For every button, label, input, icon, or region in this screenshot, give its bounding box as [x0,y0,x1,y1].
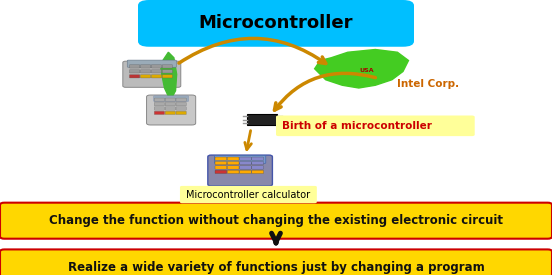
FancyBboxPatch shape [138,0,414,47]
FancyBboxPatch shape [252,166,264,169]
FancyBboxPatch shape [176,98,187,101]
FancyBboxPatch shape [240,161,251,165]
FancyBboxPatch shape [176,103,187,106]
FancyBboxPatch shape [276,116,475,136]
Polygon shape [315,50,408,88]
FancyBboxPatch shape [176,111,187,114]
Text: Intel Corp.: Intel Corp. [397,79,460,89]
FancyBboxPatch shape [240,170,251,174]
FancyBboxPatch shape [247,114,277,125]
FancyBboxPatch shape [155,98,164,101]
FancyBboxPatch shape [240,157,251,160]
FancyBboxPatch shape [252,157,264,160]
FancyBboxPatch shape [155,103,164,106]
FancyBboxPatch shape [130,70,140,73]
FancyBboxPatch shape [227,166,239,169]
FancyBboxPatch shape [140,70,151,73]
FancyBboxPatch shape [155,111,164,114]
FancyBboxPatch shape [215,157,227,160]
FancyBboxPatch shape [227,161,239,165]
FancyBboxPatch shape [123,61,181,87]
FancyBboxPatch shape [162,75,173,78]
FancyBboxPatch shape [147,95,196,125]
FancyBboxPatch shape [165,111,176,114]
FancyBboxPatch shape [252,161,264,165]
FancyBboxPatch shape [215,161,227,165]
FancyBboxPatch shape [162,65,173,68]
Text: USA: USA [360,68,374,73]
FancyBboxPatch shape [0,249,552,275]
FancyBboxPatch shape [208,155,272,186]
FancyBboxPatch shape [151,65,162,68]
FancyBboxPatch shape [165,98,176,101]
Text: Birth of a microcontroller: Birth of a microcontroller [282,121,432,131]
FancyBboxPatch shape [165,103,176,106]
FancyBboxPatch shape [128,60,177,67]
Text: Microcontroller: Microcontroller [199,14,353,32]
FancyBboxPatch shape [214,155,266,163]
Polygon shape [161,52,177,99]
FancyBboxPatch shape [130,75,140,78]
FancyBboxPatch shape [151,75,162,78]
FancyBboxPatch shape [140,75,151,78]
FancyBboxPatch shape [215,166,227,169]
FancyBboxPatch shape [165,107,176,110]
FancyBboxPatch shape [130,65,140,68]
FancyBboxPatch shape [252,170,264,174]
FancyBboxPatch shape [0,203,552,239]
FancyBboxPatch shape [162,70,173,73]
FancyBboxPatch shape [140,65,151,68]
Text: Microcontroller calculator: Microcontroller calculator [187,190,310,200]
FancyBboxPatch shape [215,170,227,174]
FancyBboxPatch shape [176,107,187,110]
FancyBboxPatch shape [227,157,239,160]
Text: Change the function without changing the existing electronic circuit: Change the function without changing the… [49,214,503,227]
FancyBboxPatch shape [151,70,162,73]
FancyBboxPatch shape [180,186,317,203]
FancyBboxPatch shape [155,107,164,110]
FancyBboxPatch shape [240,166,251,169]
FancyBboxPatch shape [154,96,189,101]
Text: Realize a wide variety of functions just by changing a program: Realize a wide variety of functions just… [68,261,484,274]
FancyBboxPatch shape [227,170,239,174]
